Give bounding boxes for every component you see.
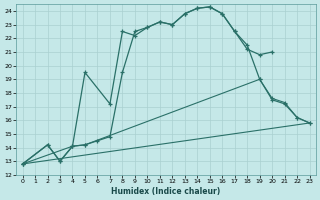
X-axis label: Humidex (Indice chaleur): Humidex (Indice chaleur): [111, 187, 221, 196]
